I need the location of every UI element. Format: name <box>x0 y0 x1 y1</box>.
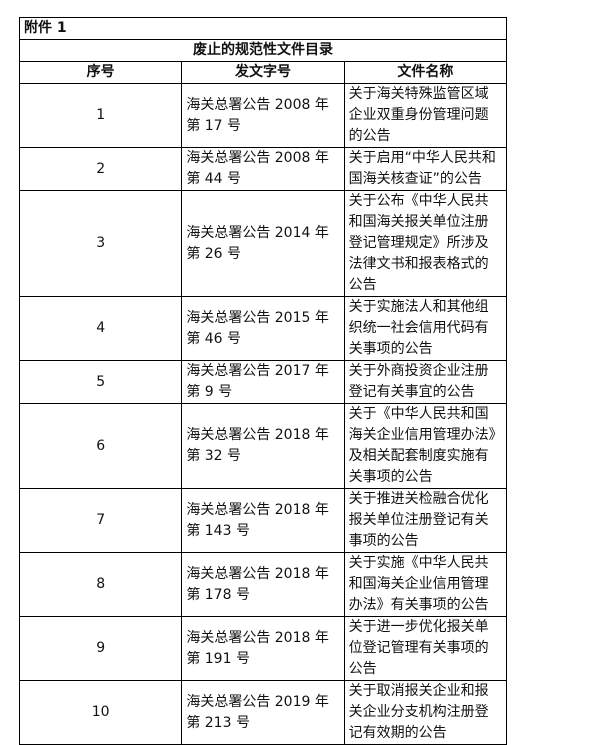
table-row: 5 海关总署公告 2017 年第 9 号关于外商投资企业注册登记有关事宜的公告 <box>18 360 508 404</box>
doc-number: 海关总署公告 2008 年第 17 号 <box>181 83 345 148</box>
doc-name: 关于《中华人民共和国海关企业信用管理办法》及相关配套制度实施有关事项的公告 <box>343 403 508 489</box>
table-row: 8 海关总署公告 2018 年第 178 号关于实施《中华人民共和国海关企业信用管… <box>18 552 508 617</box>
table-row: 2 海关总署公告 2008 年第 44 号关于启用“中华人民共和国海关核查证”的公… <box>18 147 508 191</box>
table-row: 9 海关总署公告 2018 年第 191 号关于进一步优化报关单位登记管理有关事项… <box>18 616 508 681</box>
attachment-label: 附件 1 <box>19 17 507 40</box>
table-row: 3 海关总署公告 2014 年第 26 号关于公布《中华人民共和国海关报关单位注册… <box>18 190 508 297</box>
doc-name: 关于外商投资企业注册登记有关事宜的公告 <box>343 360 508 404</box>
doc-number: 海关总署公告 2015 年第 46 号 <box>181 296 345 361</box>
row-number: 2 <box>18 147 183 191</box>
row-number: 8 <box>18 552 183 617</box>
table-row: 7 海关总署公告 2018 年第 143 号关于推进关检融合优化报关单位注册登记有… <box>18 488 508 553</box>
doc-number: 海关总署公告 2018 年第 143 号 <box>181 488 345 553</box>
doc-number: 海关总署公告 2018 年第 178 号 <box>181 552 345 617</box>
doc-name: 关于推进关检融合优化报关单位注册登记有关事项的公告 <box>343 488 508 553</box>
doc-number: 海关总署公告 2019 年第 213 号 <box>181 680 345 745</box>
header-doc-number: 发文字号 <box>181 61 345 84</box>
doc-name: 关于进一步优化报关单位登记管理有关事项的公告 <box>343 616 508 681</box>
doc-name: 关于启用“中华人民共和国海关核查证”的公告 <box>343 147 508 191</box>
row-number: 9 <box>18 616 183 681</box>
row-number: 4 <box>18 296 183 361</box>
doc-number: 海关总署公告 2008 年第 44 号 <box>181 147 345 191</box>
table-row: 1 海关总署公告 2008 年第 17 号关于海关特殊监管区域企业双重身份管理问题… <box>18 83 508 148</box>
doc-name: 关于海关特殊监管区域企业双重身份管理问题的公告 <box>343 83 508 148</box>
abolished-documents-table: 附件 1 废止的规范性文件目录 序号 发文字号 文件名称 1 海关总署公告 200… <box>18 17 508 745</box>
row-number: 6 <box>18 403 183 489</box>
doc-name: 关于实施法人和其他组织统一社会信用代码有关事项的公告 <box>343 296 508 361</box>
table-row: 6 海关总署公告 2018 年第 32 号关于《中华人民共和国海关企业信用管理办法… <box>18 403 508 489</box>
table-row: 4 海关总署公告 2015 年第 46 号关于实施法人和其他组织统一社会信用代码有… <box>18 296 508 361</box>
header-doc-name: 文件名称 <box>343 61 508 84</box>
doc-name: 关于公布《中华人民共和国海关报关单位注册登记管理规定》所涉及法律文书和报表格式的… <box>343 190 508 297</box>
doc-number: 海关总署公告 2014 年第 26 号 <box>181 190 345 297</box>
doc-number: 海关总署公告 2018 年第 191 号 <box>181 616 345 681</box>
doc-number: 海关总署公告 2018 年第 32 号 <box>181 403 345 489</box>
row-number: 3 <box>18 190 183 297</box>
row-number: 7 <box>18 488 183 553</box>
row-number: 5 <box>18 360 183 404</box>
row-number: 1 <box>18 83 183 148</box>
doc-name: 关于取消报关企业和报关企业分支机构注册登记有效期的公告 <box>343 680 508 745</box>
table-row: 10 海关总署公告 2019 年第 213 号关于取消报关企业和报关企业分支机构注… <box>18 680 508 745</box>
table-title: 废止的规范性文件目录 <box>19 39 507 62</box>
doc-name: 关于实施《中华人民共和国海关企业信用管理办法》有关事项的公告 <box>343 552 508 617</box>
header-no: 序号 <box>18 61 183 84</box>
doc-number: 海关总署公告 2017 年第 9 号 <box>181 360 345 404</box>
row-number: 10 <box>18 680 183 745</box>
